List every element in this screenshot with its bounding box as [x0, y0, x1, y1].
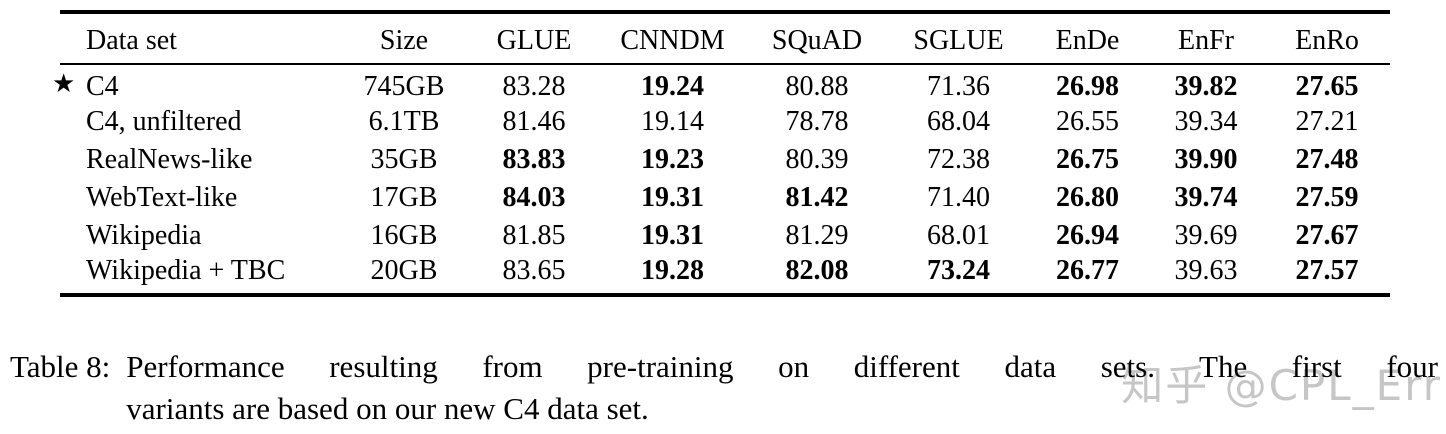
size-cell: 20GB — [370, 255, 438, 286]
dataset-label: C4 — [86, 71, 119, 102]
dataset-cell: C4, unfiltered — [60, 103, 341, 141]
column-header-ende: EnDe — [1055, 24, 1120, 56]
metric-cell: 78.78 — [785, 106, 849, 137]
size-cell: 16GB — [370, 220, 438, 251]
metric-cell: 39.34 — [1174, 106, 1238, 137]
metric-cell: 68.04 — [927, 106, 990, 137]
metric-cell: 27.21 — [1295, 106, 1359, 137]
metric-cell: 39.90 — [1174, 144, 1238, 175]
metric-cell: 83.65 — [502, 255, 566, 286]
metric-cell: 71.40 — [927, 182, 990, 213]
metric-cell: 19.14 — [641, 106, 704, 137]
table-row: ★ C4 745GB 83.28 19.24 80.88 71.36 26.98 … — [52, 64, 1390, 103]
dataset-label: RealNews-like — [86, 144, 253, 175]
column-header-cnndm: CNNDM — [620, 24, 725, 56]
dataset-cell: RealNews-like — [60, 141, 341, 179]
metric-cell: 83.83 — [502, 144, 566, 175]
metric-cell: 39.82 — [1174, 71, 1238, 102]
caption-text: Performance resulting from pre-training … — [126, 346, 1438, 430]
table-caption: Table 8: Performance resulting from pre-… — [10, 346, 1438, 430]
metric-cell: 81.46 — [502, 106, 566, 137]
metric-cell: 84.03 — [502, 182, 566, 213]
metric-cell: 39.69 — [1174, 220, 1238, 251]
table-row: Wikipedia 16GB 81.85 19.31 81.29 68.01 2… — [60, 217, 1390, 255]
metric-cell: 71.36 — [927, 71, 990, 102]
metric-cell: 39.74 — [1174, 182, 1238, 213]
size-cell: 17GB — [370, 182, 438, 213]
dataset-label: WebText-like — [86, 182, 238, 213]
metric-cell: 19.23 — [641, 144, 704, 175]
metric-cell: 68.01 — [927, 220, 990, 251]
metric-cell: 81.42 — [785, 182, 849, 213]
metric-cell: 19.31 — [641, 182, 704, 213]
caption-line-1: Performance resulting from pre-training … — [126, 349, 1438, 384]
results-table-container: Data set Size GLUE CNNDM SQuAD SGLUE EnD… — [52, 10, 1390, 297]
column-header-enfr: EnFr — [1178, 24, 1234, 56]
size-cell: 6.1TB — [368, 106, 440, 137]
column-header-dataset: Data set — [86, 24, 177, 56]
metric-cell: 83.28 — [502, 71, 566, 102]
dataset-label: C4, unfiltered — [86, 106, 242, 137]
column-header-squad: SQuAD — [771, 24, 863, 56]
metric-cell: 26.55 — [1056, 106, 1119, 137]
metric-cell: 26.80 — [1056, 182, 1119, 213]
caption-line-2: variants are based on our new C4 data se… — [126, 391, 649, 426]
table-header-row: Data set Size GLUE CNNDM SQuAD SGLUE EnD… — [60, 12, 1390, 64]
metric-cell: 81.29 — [785, 220, 849, 251]
metric-cell: 27.65 — [1295, 71, 1359, 102]
metric-cell: 80.39 — [785, 144, 849, 175]
column-header-enro: EnRo — [1295, 24, 1359, 56]
table-row: Wikipedia + TBC 20GB 83.65 19.28 82.08 7… — [60, 255, 1390, 295]
table-row: RealNews-like 35GB 83.83 19.23 80.39 72.… — [60, 141, 1390, 179]
results-table: Data set Size GLUE CNNDM SQuAD SGLUE EnD… — [52, 10, 1390, 297]
table-row: WebText-like 17GB 84.03 19.31 81.42 71.4… — [60, 179, 1390, 217]
metric-cell: 19.28 — [641, 255, 704, 286]
metric-cell: 26.77 — [1056, 255, 1119, 286]
metric-cell: 27.48 — [1295, 144, 1359, 175]
dataset-cell: ★ C4 — [52, 64, 341, 103]
metric-cell: 72.38 — [927, 144, 990, 175]
metric-cell: 26.98 — [1056, 71, 1119, 102]
column-header-size: Size — [379, 24, 429, 56]
caption-label: Table 8: — [10, 349, 111, 384]
metric-cell: 27.59 — [1295, 182, 1359, 213]
dataset-label: Wikipedia + TBC — [86, 255, 286, 286]
metric-cell: 73.24 — [927, 255, 990, 286]
metric-cell: 39.63 — [1174, 255, 1238, 286]
column-header-sglue: SGLUE — [913, 24, 1004, 56]
metric-cell: 26.75 — [1056, 144, 1119, 175]
metric-cell: 19.24 — [641, 71, 704, 102]
size-cell: 745GB — [363, 71, 445, 102]
metric-cell: 27.57 — [1295, 255, 1359, 286]
dataset-cell: Wikipedia + TBC — [60, 255, 341, 295]
star-icon: ★ — [52, 69, 76, 98]
table-row: C4, unfiltered 6.1TB 81.46 19.14 78.78 6… — [60, 103, 1390, 141]
metric-cell: 19.31 — [641, 220, 704, 251]
metric-cell: 26.94 — [1056, 220, 1119, 251]
dataset-label: Wikipedia — [86, 220, 202, 251]
metric-cell: 27.67 — [1295, 220, 1359, 251]
metric-cell: 82.08 — [785, 255, 849, 286]
dataset-cell: Wikipedia — [60, 217, 341, 255]
metric-cell: 80.88 — [785, 71, 849, 102]
dataset-cell: WebText-like — [60, 179, 341, 217]
size-cell: 35GB — [370, 144, 438, 175]
metric-cell: 81.85 — [502, 220, 566, 251]
column-header-glue: GLUE — [496, 24, 572, 56]
